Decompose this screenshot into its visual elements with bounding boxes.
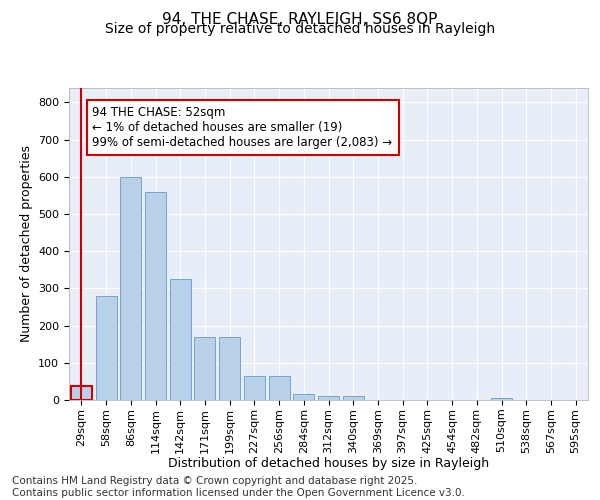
- Bar: [194, 337, 215, 400]
- Bar: [293, 394, 314, 400]
- Bar: [170, 279, 191, 400]
- Bar: [145, 192, 166, 400]
- Y-axis label: Number of detached properties: Number of detached properties: [20, 145, 32, 342]
- Bar: [95, 296, 116, 400]
- Bar: [120, 177, 141, 400]
- Bar: [269, 376, 290, 400]
- Bar: [244, 376, 265, 400]
- Text: 94, THE CHASE, RAYLEIGH, SS6 8QP: 94, THE CHASE, RAYLEIGH, SS6 8QP: [163, 12, 437, 28]
- Bar: [343, 396, 364, 400]
- Bar: [219, 337, 240, 400]
- Bar: [318, 396, 339, 400]
- Text: Size of property relative to detached houses in Rayleigh: Size of property relative to detached ho…: [105, 22, 495, 36]
- Bar: [491, 398, 512, 400]
- X-axis label: Distribution of detached houses by size in Rayleigh: Distribution of detached houses by size …: [168, 457, 489, 470]
- Text: 94 THE CHASE: 52sqm
← 1% of detached houses are smaller (19)
99% of semi-detache: 94 THE CHASE: 52sqm ← 1% of detached hou…: [92, 106, 392, 149]
- Text: Contains HM Land Registry data © Crown copyright and database right 2025.
Contai: Contains HM Land Registry data © Crown c…: [12, 476, 465, 498]
- Bar: [71, 386, 92, 400]
